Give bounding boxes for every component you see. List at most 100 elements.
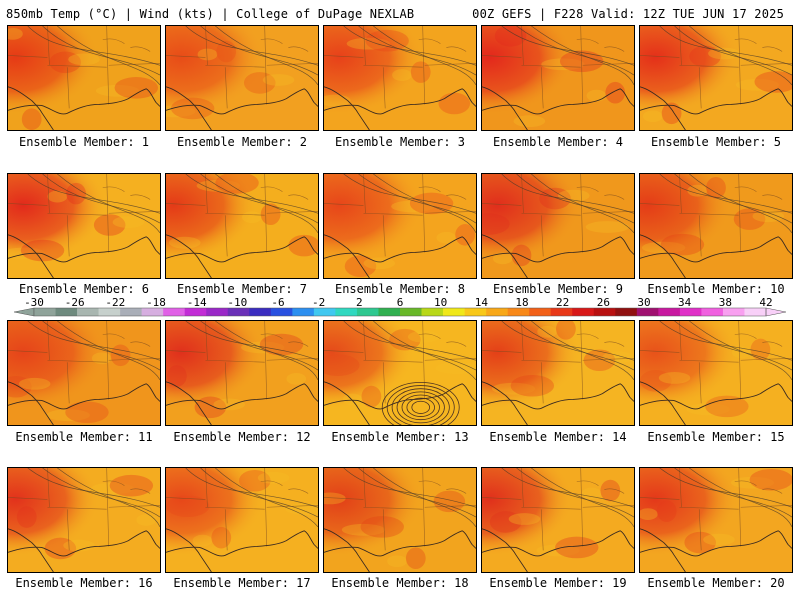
colorbar-segment (443, 308, 465, 316)
colorbar-segment (486, 308, 508, 316)
contour-line (215, 174, 318, 234)
temperature-patch (18, 377, 51, 390)
temperature-patch (491, 382, 536, 395)
temperature-patch (494, 26, 527, 47)
colorbar-segment (529, 308, 552, 316)
ensemble-map-panel (7, 467, 161, 573)
warm-anomaly-fill (640, 26, 792, 130)
ensemble-member-label: Ensemble Member: 8 (334, 282, 466, 296)
coastline (166, 383, 318, 410)
coastline (482, 530, 634, 557)
colorbar-segment (313, 308, 336, 316)
colorbar-right-arrow (765, 307, 787, 317)
temperature-patch (536, 544, 580, 557)
temperature-patch (363, 257, 396, 270)
colorbar-left-arrow (13, 307, 35, 317)
temperature-patch (242, 211, 262, 224)
colorbar-segment (34, 308, 56, 316)
temperature-patch (260, 203, 281, 226)
warm-anomaly-fill (324, 468, 476, 572)
contour-line (531, 174, 634, 234)
colorbar-tick-label: 14 (475, 296, 489, 309)
warm-anomaly-fill (640, 174, 792, 278)
contour-line (531, 26, 634, 86)
contour-line (501, 26, 634, 66)
temperature-patch (389, 328, 421, 351)
temperature-patch (600, 479, 621, 502)
temperature-field-map (640, 26, 792, 130)
contour-line (689, 174, 792, 234)
temperature-patch (686, 403, 730, 416)
warm-anomaly-fill (324, 321, 476, 425)
ensemble-map-panel (323, 320, 477, 426)
contour-line (358, 174, 476, 224)
state-border (166, 26, 318, 109)
coastline (640, 381, 686, 425)
temperature-field-map (8, 26, 160, 130)
contour-line (57, 468, 160, 528)
ensemble-member-label: Ensemble Member: 15 (647, 430, 785, 444)
state-border (418, 333, 467, 347)
temperature-patch (660, 233, 705, 256)
temperature-patch (196, 179, 241, 192)
temperature-patch (539, 187, 571, 210)
contour-line (200, 321, 318, 371)
temperature-patch (324, 492, 346, 505)
contour-line (689, 321, 792, 381)
temperature-patch (392, 69, 412, 81)
state-border (576, 333, 625, 347)
contour-line (373, 321, 476, 381)
contour-line (42, 468, 160, 518)
temperature-patch (8, 247, 46, 260)
ensemble-map-panel (7, 25, 161, 131)
coastline (640, 88, 792, 115)
state-border (418, 186, 467, 200)
state-border (324, 174, 476, 257)
warm-anomaly-fill (324, 26, 476, 130)
ensemble-map-panel (639, 25, 793, 131)
colorbar-segment (550, 308, 573, 316)
ensemble-member-label: Ensemble Member: 16 (15, 576, 153, 590)
temperature-patch (8, 27, 23, 40)
temperature-field-map (482, 468, 634, 572)
state-border (166, 468, 318, 551)
state-border (482, 174, 634, 257)
contour-line (343, 468, 476, 508)
contour-line (215, 321, 318, 381)
temperature-patch (558, 189, 590, 202)
colorbar-tick-label: 38 (719, 296, 732, 309)
contour-line (215, 26, 318, 86)
temperature-patch (583, 349, 616, 372)
state-border (166, 174, 318, 257)
temperature-patch (47, 190, 68, 203)
temperature-patch (365, 29, 409, 52)
temperature-patch (513, 115, 546, 128)
temperature-patch (21, 108, 42, 130)
temperature-patch (239, 469, 271, 492)
contour-line (343, 321, 476, 361)
colorbar-segment (507, 308, 530, 316)
temperature-patch (642, 110, 663, 123)
coastline (324, 234, 370, 278)
ensemble-map-panel (323, 25, 477, 131)
ensemble-map-panel (481, 320, 635, 426)
temperature-field-map (324, 174, 476, 278)
contour-line (343, 174, 476, 214)
ensemble-map-panel (165, 467, 319, 573)
warm-anomaly-fill (482, 321, 634, 425)
closed-low-contour (386, 385, 455, 425)
colorbar-segment (141, 308, 164, 316)
contour-line (689, 468, 792, 528)
coastline (166, 234, 212, 278)
coastline (8, 88, 160, 115)
ensemble-map-panel (323, 173, 477, 279)
temperature-field-map (640, 321, 792, 425)
coastline (8, 528, 54, 572)
state-border (734, 38, 783, 52)
warm-anomaly-fill (166, 468, 318, 572)
temperature-field-map (166, 468, 318, 572)
temperature-field-map (166, 174, 318, 278)
ensemble-map-panel (165, 320, 319, 426)
contour-line (501, 321, 634, 361)
closed-low-contour (396, 391, 445, 424)
